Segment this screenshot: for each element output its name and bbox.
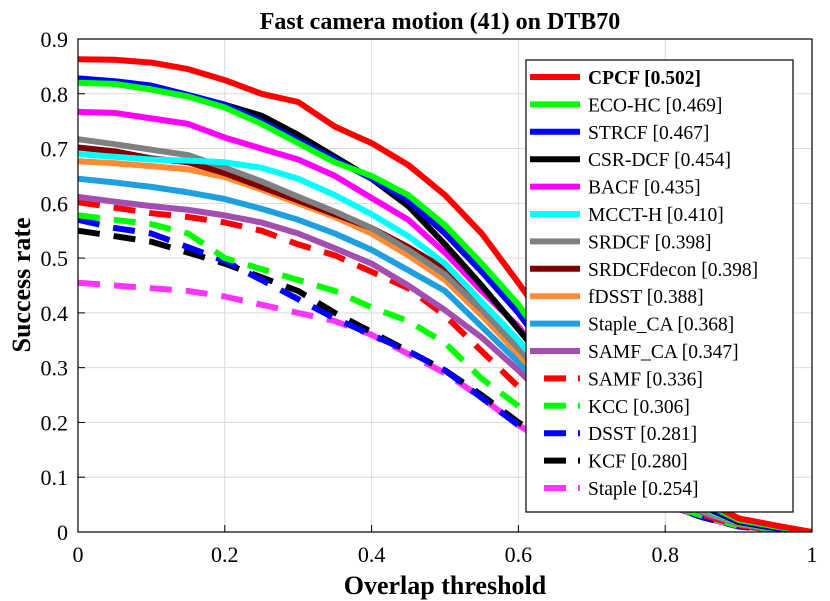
y-tick-label: 0.3 <box>41 356 69 381</box>
legend-label-strcf: STRCF [0.467] <box>588 123 709 144</box>
legend-label-csr-dcf: CSR-DCF [0.454] <box>588 150 731 171</box>
y-tick-label: 0.6 <box>41 191 69 216</box>
legend-label-mcct-h: MCCT-H [0.410] <box>588 205 724 226</box>
legend-label-dsst: DSST [0.281] <box>588 424 697 445</box>
chart-title: Fast camera motion (41) on DTB70 <box>260 9 621 35</box>
legend-label-srdcf: SRDCF [0.398] <box>588 232 712 253</box>
y-tick-label: 0.8 <box>41 82 69 107</box>
y-tick-labels: 0 0.1 0.2 0.3 0.4 0.5 0.6 0.7 0.8 0.9 <box>41 27 69 545</box>
x-tick-labels: 0 0.2 0.4 0.6 0.8 1 <box>73 542 818 567</box>
legend-label-samf: SAMF [0.336] <box>588 369 703 390</box>
x-tick-label: 0.4 <box>358 542 386 567</box>
y-tick-label: 0 <box>57 520 68 545</box>
series-line-dsst <box>78 216 812 532</box>
y-tick-label: 0.2 <box>41 410 69 435</box>
y-tick-label: 0.1 <box>41 465 69 490</box>
x-tick-label: 0.2 <box>211 542 239 567</box>
x-tick-label: 1 <box>807 542 818 567</box>
x-tick-label: 0.8 <box>651 542 679 567</box>
x-tick-label: 0.6 <box>505 542 533 567</box>
x-tick-label: 0 <box>73 542 84 567</box>
legend-label-cpcf: CPCF [0.502] <box>588 68 701 89</box>
legend-box <box>525 59 794 513</box>
legend-label-eco-hc: ECO-HC [0.469] <box>588 95 722 116</box>
legend-label-kcc: KCC [0.306] <box>588 397 690 418</box>
axes-box <box>77 38 813 533</box>
y-tick-label: 0.9 <box>41 27 69 52</box>
legend-label-samf-ca: SAMF_CA [0.347] <box>588 342 739 363</box>
legend-label-kcf: KCF [0.280] <box>588 452 688 473</box>
y-tick-label: 0.5 <box>41 246 69 271</box>
legend-label-bacf: BACF [0.435] <box>588 178 701 199</box>
y-tick-label: 0.4 <box>41 301 69 326</box>
y-axis-label: Success rate <box>7 217 36 352</box>
legend-label-srdcfdecon: SRDCFdecon [0.398] <box>588 260 758 281</box>
legend-label-staple-ca: Staple_CA [0.368] <box>588 315 734 336</box>
legend-label-fdsst: fDSST [0.388] <box>588 287 704 308</box>
legend: CPCF [0.502] ECO-HC [0.469] STRCF [0.467] C… <box>525 59 794 513</box>
x-axis-label: Overlap threshold <box>344 571 547 600</box>
legend-label-staple: Staple [0.254] <box>588 479 698 500</box>
y-tick-label: 0.7 <box>41 137 69 162</box>
